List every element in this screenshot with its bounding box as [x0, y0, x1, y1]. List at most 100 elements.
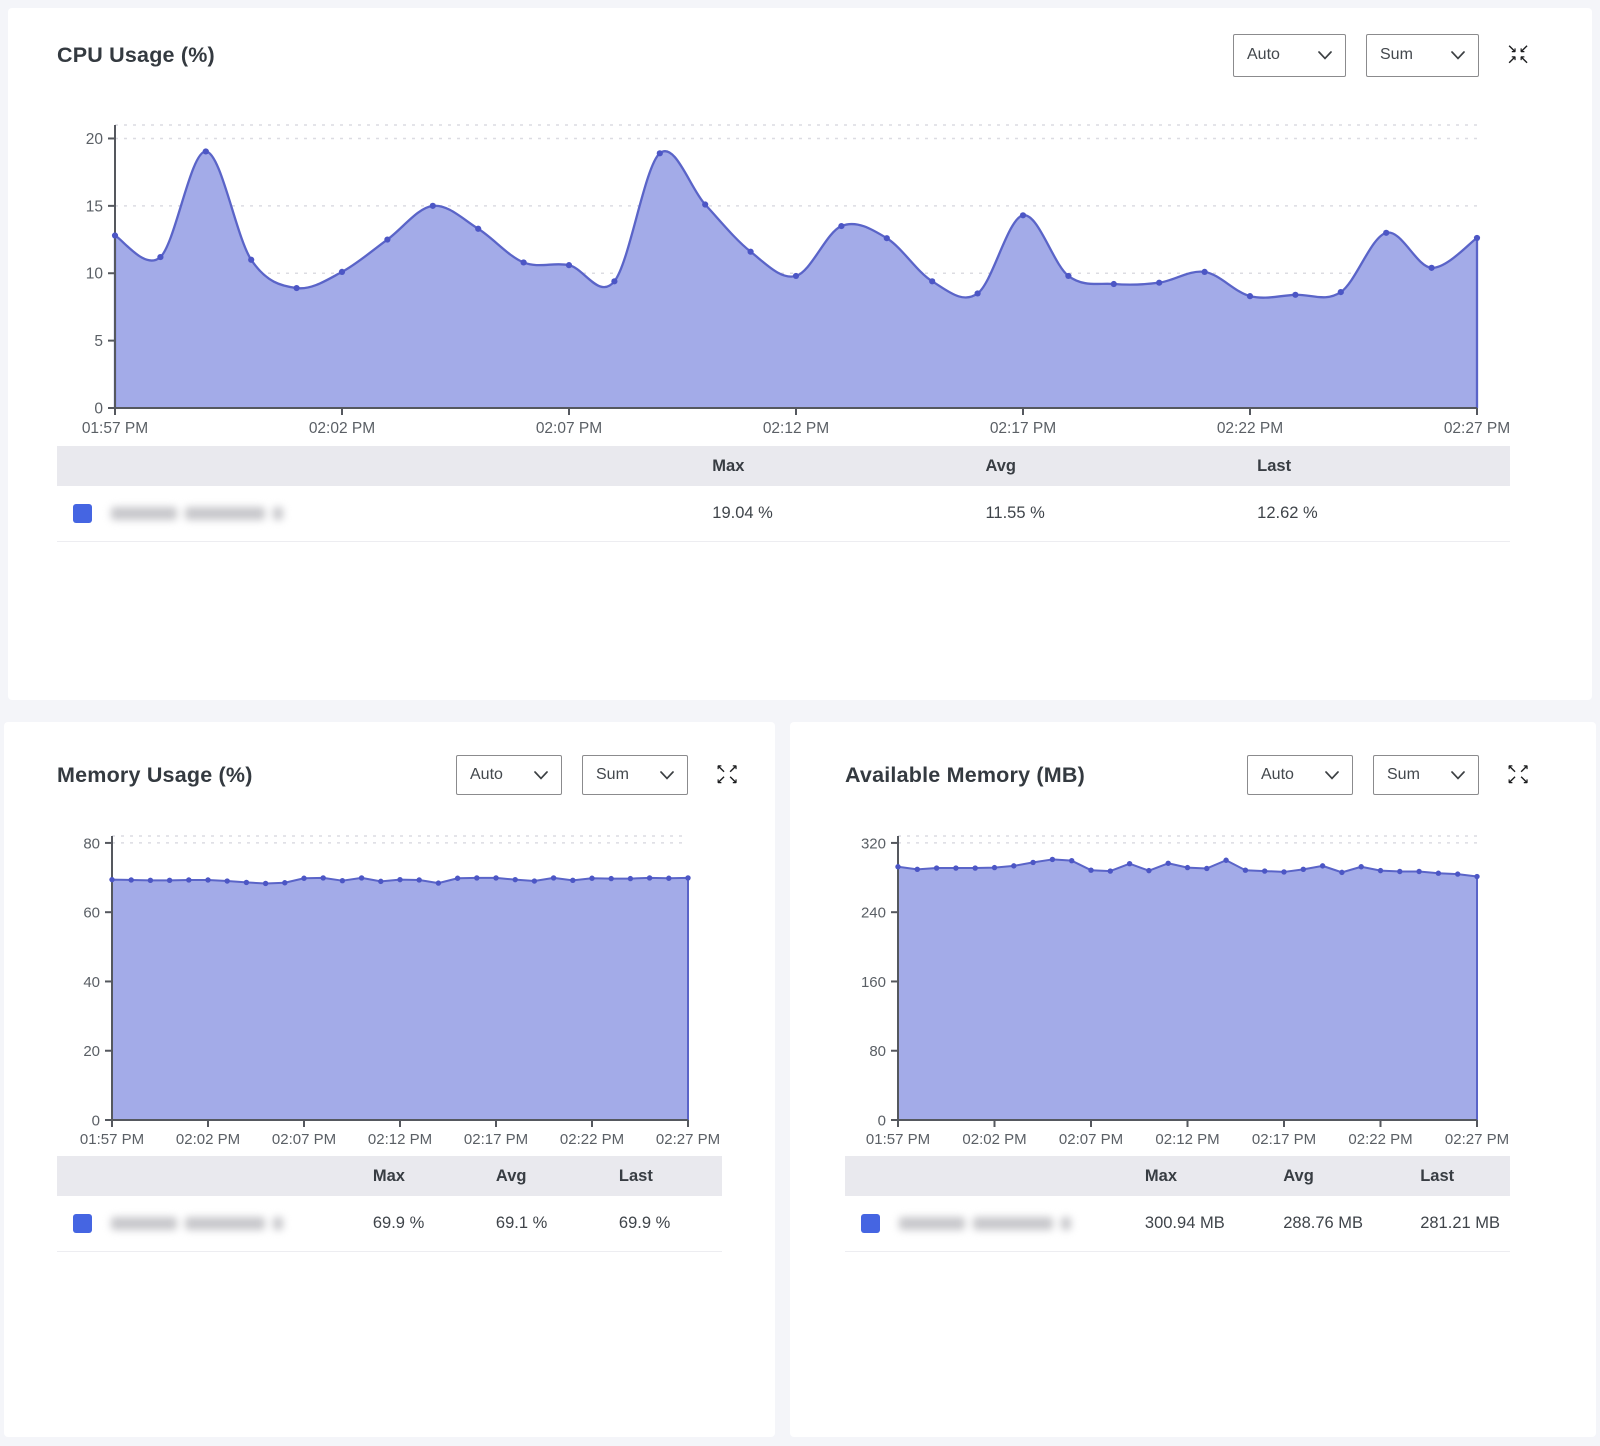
chevron-down-icon — [534, 770, 548, 780]
legend-header-series — [57, 446, 712, 486]
chart-controls: Auto Sum ↖ ↗ ↙ ↘ — [436, 755, 739, 795]
chevron-down-icon — [1451, 50, 1465, 60]
interval-select-value: Auto — [470, 766, 503, 783]
legend-header-series — [845, 1156, 1145, 1196]
legend-header-row: Max Avg Last — [57, 1156, 722, 1196]
legend-header-max: Max — [372, 1166, 405, 1185]
available-memory-panel: Available Memory (MB) Auto Sum ↖ ↗ ↙ ↘ 0 80 1… — [790, 722, 1596, 1437]
legend-header-series — [57, 1156, 373, 1196]
svg-text:0: 0 — [94, 401, 103, 418]
aggregation-select-value: Sum — [1387, 766, 1420, 783]
expand-icon: ↖ ↗ ↙ ↘ — [1506, 762, 1530, 787]
series-color-swatch — [861, 1214, 880, 1234]
aggregation-select-value: Sum — [596, 766, 629, 783]
aggregation-select[interactable]: Sum — [582, 755, 688, 795]
svg-text:0: 0 — [878, 1113, 886, 1130]
aggregation-select[interactable]: Sum — [1373, 755, 1479, 795]
svg-text:160: 160 — [861, 974, 886, 991]
stat-max: 19.04 % — [712, 486, 986, 542]
interval-select-value: Auto — [1247, 46, 1280, 63]
collapse-chart-button[interactable]: ↘ ↙ ↗ ↖ — [1506, 42, 1530, 67]
series-color-swatch — [73, 504, 92, 524]
svg-text:02:17 PM: 02:17 PM — [464, 1131, 528, 1148]
svg-text:02:22 PM: 02:22 PM — [1217, 420, 1283, 437]
svg-text:02:17 PM: 02:17 PM — [990, 420, 1056, 437]
svg-text:15: 15 — [86, 198, 103, 215]
svg-text:20: 20 — [86, 131, 104, 148]
stat-max: 300.94 MB — [1144, 1196, 1284, 1252]
expand-chart-button[interactable]: ↖ ↗ ↙ ↘ — [715, 762, 739, 787]
svg-text:02:17 PM: 02:17 PM — [1252, 1131, 1316, 1148]
aggregation-select[interactable]: Sum — [1366, 33, 1479, 77]
svg-text:02:12 PM: 02:12 PM — [1155, 1131, 1219, 1148]
legend-row[interactable]: 69.9 % 69.1 % 69.9 % — [57, 1196, 722, 1252]
legend-table: Max Avg Last 19.04 % 11.55 % 12.62 % — [57, 446, 1510, 542]
panel-header: Available Memory (MB) Auto Sum ↖ ↗ ↙ ↘ — [845, 752, 1530, 798]
expand-icon: ↖ ↗ ↙ ↘ — [715, 762, 739, 787]
series-color-swatch — [73, 1214, 92, 1234]
svg-text:02:27 PM: 02:27 PM — [1445, 1131, 1509, 1148]
series-label-blurred — [110, 507, 283, 521]
svg-text:320: 320 — [861, 835, 886, 852]
series-label-blurred — [110, 1217, 283, 1231]
svg-text:40: 40 — [83, 974, 100, 991]
svg-text:240: 240 — [861, 905, 886, 922]
svg-text:02:12 PM: 02:12 PM — [763, 420, 829, 437]
legend-row[interactable]: 300.94 MB 288.76 MB 281.21 MB — [845, 1196, 1510, 1252]
interval-select[interactable]: Auto — [456, 755, 562, 795]
legend-header-avg: Avg — [495, 1166, 527, 1185]
legend-header-last: Last — [1420, 1166, 1455, 1185]
series-label-blurred — [898, 1217, 1071, 1231]
legend-header-row: Max Avg Last — [845, 1156, 1510, 1196]
legend-table: Max Avg Last 300.94 MB 288.76 MB 281.21 … — [845, 1156, 1510, 1252]
svg-text:01:57 PM: 01:57 PM — [80, 1131, 144, 1148]
svg-text:20: 20 — [83, 1043, 100, 1060]
svg-text:02:07 PM: 02:07 PM — [272, 1131, 336, 1148]
svg-text:02:27 PM: 02:27 PM — [1444, 420, 1510, 437]
page-title: Memory Usage (%) — [57, 762, 253, 787]
legend-header-avg: Avg — [1283, 1166, 1314, 1185]
memory-usage-panel: Memory Usage (%) Auto Sum ↖ ↗ ↙ ↘ 0 20 40 60 80… — [4, 722, 775, 1437]
expand-chart-button[interactable]: ↖ ↗ ↙ ↘ — [1506, 762, 1530, 787]
stat-last: 281.21 MB — [1420, 1196, 1510, 1252]
legend-table: Max Avg Last 69.9 % 69.1 % 69.9 % — [57, 1156, 722, 1252]
legend-header-avg: Avg — [985, 456, 1017, 475]
svg-text:02:22 PM: 02:22 PM — [560, 1131, 624, 1148]
svg-text:02:02 PM: 02:02 PM — [962, 1131, 1026, 1148]
page-title: Available Memory (MB) — [845, 762, 1085, 787]
chevron-down-icon — [1325, 770, 1339, 780]
svg-text:60: 60 — [83, 905, 100, 922]
page-title: CPU Usage (%) — [57, 42, 215, 67]
svg-text:0: 0 — [92, 1113, 100, 1130]
chevron-down-icon — [1451, 770, 1465, 780]
svg-text:80: 80 — [869, 1043, 886, 1060]
legend-header-row: Max Avg Last — [57, 446, 1510, 486]
cpu-usage-panel: CPU Usage (%) Auto Sum ↘ ↙ ↗ ↖ 0 5 10 15 20 01:5… — [8, 8, 1592, 700]
svg-text:02:02 PM: 02:02 PM — [176, 1131, 240, 1148]
stat-avg: 288.76 MB — [1283, 1196, 1421, 1252]
svg-text:5: 5 — [94, 333, 103, 350]
cpu-usage-chart[interactable]: 0 5 10 15 20 01:57 PM 02:02 PM 02:07 PM 02:12 PM… — [57, 108, 1510, 453]
svg-text:10: 10 — [86, 266, 104, 283]
svg-text:02:12 PM: 02:12 PM — [368, 1131, 432, 1148]
legend-header-max: Max — [712, 456, 745, 475]
panel-header: CPU Usage (%) Auto Sum ↘ ↙ ↗ ↖ — [57, 32, 1530, 78]
memory-usage-chart[interactable]: 0 20 40 60 80 01:57 PM 02:02 PM 02:07 PM 02:12 P… — [54, 820, 720, 1160]
interval-select[interactable]: Auto — [1247, 755, 1353, 795]
available-memory-chart[interactable]: 0 80 160 240 320 01:57 PM 02:02 PM 02:07 PM 02:1… — [840, 820, 1509, 1160]
svg-text:01:57 PM: 01:57 PM — [82, 420, 148, 437]
svg-text:02:22 PM: 02:22 PM — [1348, 1131, 1412, 1148]
stat-last: 12.62 % — [1257, 486, 1510, 542]
interval-select-value: Auto — [1261, 766, 1294, 783]
legend-header-last: Last — [618, 1166, 653, 1185]
collapse-icon: ↘ ↙ ↗ ↖ — [1506, 42, 1530, 67]
stat-max: 69.9 % — [372, 1196, 496, 1252]
svg-text:02:07 PM: 02:07 PM — [1059, 1131, 1123, 1148]
chevron-down-icon — [1318, 50, 1332, 60]
interval-select[interactable]: Auto — [1233, 33, 1346, 77]
chart-controls: Auto Sum ↖ ↗ ↙ ↘ — [1227, 755, 1530, 795]
svg-text:02:27 PM: 02:27 PM — [656, 1131, 720, 1148]
legend-row[interactable]: 19.04 % 11.55 % 12.62 % — [57, 486, 1510, 542]
svg-text:02:07 PM: 02:07 PM — [536, 420, 602, 437]
